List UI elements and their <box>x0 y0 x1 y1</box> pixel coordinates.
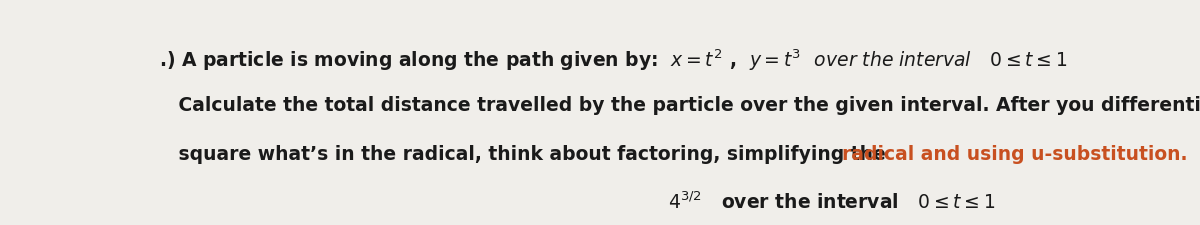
Text: radical and using u-substitution.: radical and using u-substitution. <box>841 145 1187 164</box>
Text: .) A particle is moving along the path given by:  $x = t^2$ ,  $y = t^3$  $\it{o: .) A particle is moving along the path g… <box>160 48 1068 73</box>
Text: square what’s in the radical, think about factoring, simplifying the: square what’s in the radical, think abou… <box>160 145 893 164</box>
Text: Calculate the total distance travelled by the particle over the given interval. : Calculate the total distance travelled b… <box>160 96 1200 115</box>
Text: $4^{3/2}$   over the interval   $0 \leq t \leq 1$: $4^{3/2}$ over the interval $0 \leq t \l… <box>160 192 996 213</box>
